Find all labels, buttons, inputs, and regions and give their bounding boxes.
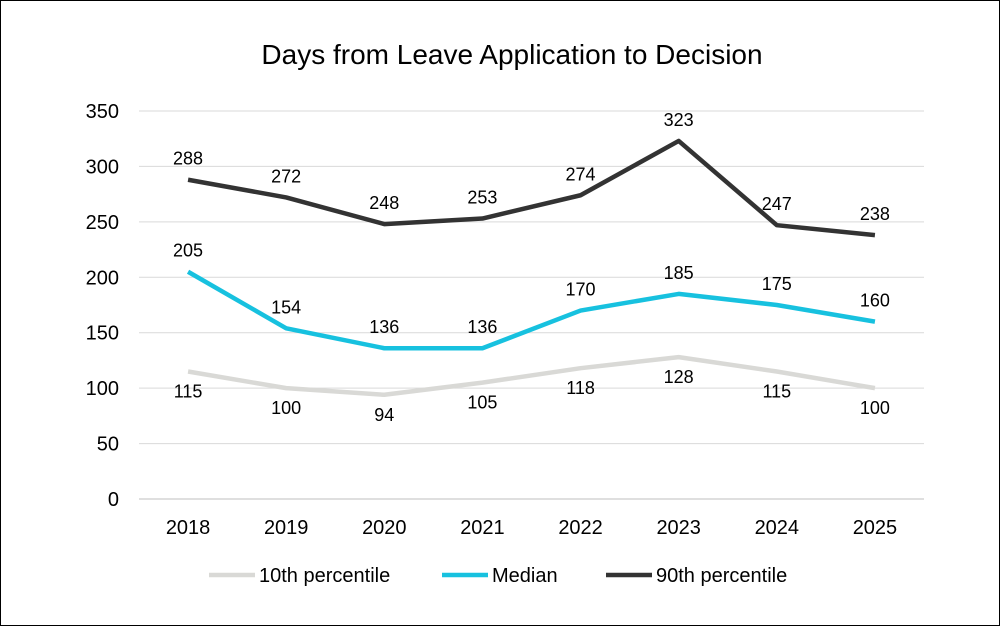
x-axis-ticks: 2018 2019 2020 2021 2022 2023 2024 2025 [166, 517, 897, 539]
data-label-median: 136 [369, 317, 399, 337]
series-line-10th-percentile [187, 354, 876, 398]
x-tick-label: 2023 [656, 517, 701, 539]
y-tick-label: 150 [86, 323, 119, 345]
y-axis-ticks: 0 50 100 150 200 250 300 350 [86, 101, 119, 511]
x-tick-label: 2025 [853, 517, 898, 539]
series-lines [186, 138, 876, 398]
legend-label: Median [492, 565, 558, 587]
data-label-10th-percentile: 118 [566, 378, 595, 398]
legend-label: 90th percentile [656, 565, 787, 587]
data-label-10th-percentile: 115 [762, 382, 791, 402]
data-label-90th-percentile: 248 [369, 193, 399, 213]
y-tick-label: 0 [108, 489, 119, 511]
x-tick-label: 2022 [558, 517, 603, 539]
x-tick-label: 2020 [362, 517, 407, 539]
data-label-median: 160 [860, 291, 890, 311]
y-tick-label: 100 [86, 378, 119, 400]
data-label-median: 185 [664, 263, 694, 283]
data-label-90th-percentile: 253 [467, 188, 497, 208]
data-label-median: 154 [271, 297, 301, 317]
data-label-median: 136 [467, 317, 497, 337]
data-label-10th-percentile: 115 [174, 382, 203, 402]
y-tick-label: 200 [86, 267, 119, 289]
chart-title: Days from Leave Application to Decision [261, 39, 762, 70]
y-tick-label: 350 [86, 101, 119, 123]
data-label-median: 170 [566, 280, 596, 300]
data-label-90th-percentile: 288 [173, 149, 203, 169]
data-label-90th-percentile: 272 [271, 166, 301, 186]
y-tick-label: 50 [97, 434, 119, 456]
data-label-10th-percentile: 105 [467, 393, 497, 413]
data-label-90th-percentile: 274 [566, 164, 596, 184]
data-label-median: 205 [173, 241, 203, 261]
data-label-median: 175 [762, 274, 792, 294]
data-label-10th-percentile: 128 [664, 367, 694, 387]
data-label-10th-percentile: 100 [860, 398, 890, 418]
gridlines [139, 110, 924, 500]
series-line-median [186, 269, 876, 351]
data-label-90th-percentile: 247 [762, 194, 792, 214]
data-label-90th-percentile: 323 [664, 110, 694, 130]
legend: 10th percentile Median 90th percentile [209, 565, 787, 587]
y-tick-label: 300 [86, 156, 119, 178]
data-label-10th-percentile: 100 [271, 398, 301, 418]
legend-label: 10th percentile [259, 565, 390, 587]
x-tick-label: 2024 [755, 517, 800, 539]
data-label-10th-percentile: 94 [374, 405, 394, 425]
data-label-90th-percentile: 238 [860, 204, 890, 224]
series-line-90th-percentile [187, 138, 876, 238]
x-tick-label: 2018 [166, 517, 211, 539]
x-tick-label: 2019 [264, 517, 309, 539]
data-labels: 115 100 94 105 118 128 115 100 205 154 136 136 170 18… [173, 110, 890, 425]
y-tick-label: 250 [86, 212, 119, 234]
x-tick-label: 2021 [460, 517, 505, 539]
